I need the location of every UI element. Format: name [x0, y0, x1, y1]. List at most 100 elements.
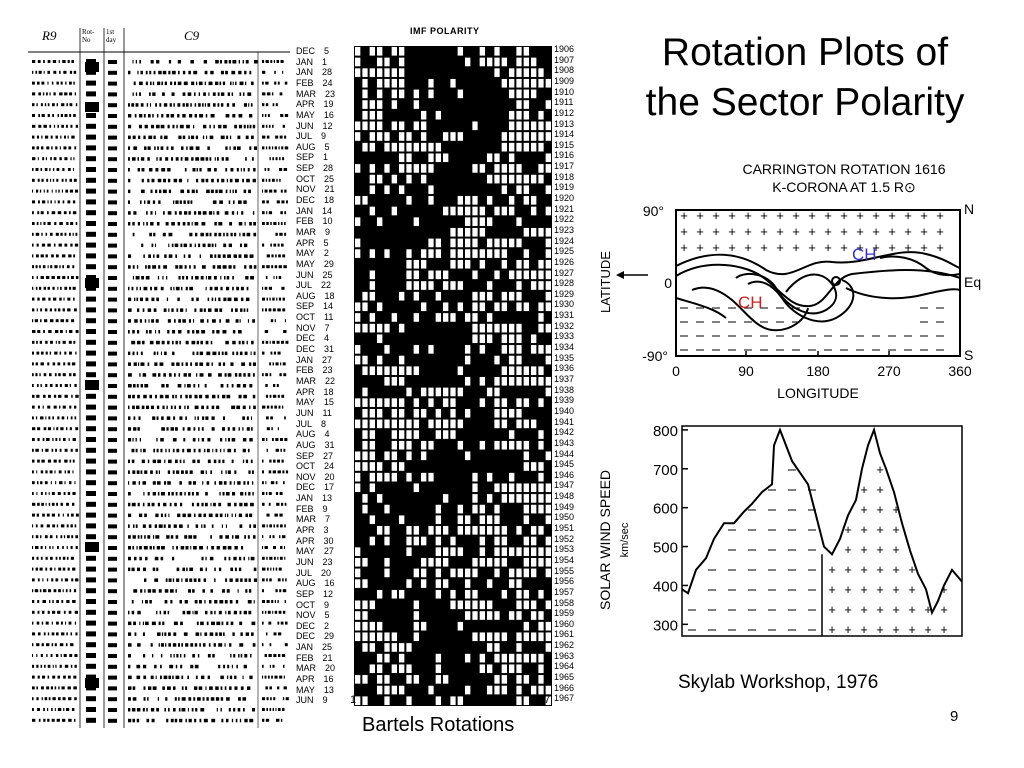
- svg-text:+: +: [856, 240, 864, 255]
- imf-year-label: 1960: [554, 618, 575, 629]
- imf-date-label: JAN 25: [296, 642, 333, 653]
- svg-text:+: +: [940, 602, 948, 617]
- imf-year-label: 1945: [554, 459, 575, 470]
- svg-text:+: +: [876, 482, 884, 497]
- speed-unit-label: km/sec: [619, 522, 631, 557]
- solar-wind-speed-plot: SOLAR WIND SPEED km/sec 300 400 500 600 700 8…: [597, 423, 963, 637]
- contour-line: [691, 286, 809, 332]
- svg-text:+: +: [908, 622, 916, 637]
- speed-tick-label: 300: [653, 617, 678, 634]
- imf-date-label: MAY 15: [296, 397, 334, 408]
- equator-label: Eq: [964, 274, 981, 290]
- imf-year-label: 1920: [554, 193, 575, 204]
- lon-tick-0: 0: [672, 363, 680, 379]
- imf-year-label: 1914: [554, 129, 575, 140]
- imf-date-label: NOV 7: [296, 322, 330, 333]
- svg-text:+: +: [876, 462, 884, 477]
- latitude-axis-label: LATITUDE: [598, 251, 613, 313]
- imf-year-label: 1940: [554, 405, 575, 416]
- imf-year-label: 1957: [554, 586, 575, 597]
- svg-text:+: +: [776, 224, 784, 239]
- imf-year-label: 1921: [554, 203, 575, 214]
- imf-date-label: APR 30: [296, 535, 334, 546]
- r9-header: R9: [42, 28, 57, 43]
- imf-year-label: 1966: [554, 682, 575, 693]
- imf-year-label: 1941: [554, 416, 575, 427]
- svg-text:+: +: [844, 622, 852, 637]
- imf-year-label: 1911: [554, 97, 574, 108]
- imf-year-label: 1932: [554, 320, 575, 331]
- svg-text:+: +: [680, 224, 688, 239]
- svg-text:+: +: [888, 224, 896, 239]
- svg-text:+: +: [892, 542, 900, 557]
- svg-text:+: +: [712, 224, 720, 239]
- imf-year-label: 1924: [554, 235, 575, 246]
- imf-year-label: 1949: [554, 501, 575, 512]
- svg-text:+: +: [904, 240, 912, 255]
- contour-line: [747, 279, 855, 323]
- imf-year-label: 1963: [554, 650, 575, 661]
- speed-tick-label: 700: [653, 462, 678, 479]
- imf-date-label: NOV 5: [296, 610, 330, 621]
- imf-date-label: MAY 2: [296, 248, 329, 259]
- imf-date-label: FEB 10: [296, 216, 333, 227]
- svg-text:+: +: [872, 240, 880, 255]
- imf-date-label: MAR 7: [296, 514, 331, 525]
- svg-text:+: +: [744, 208, 752, 223]
- imf-year-label: 1928: [554, 278, 575, 289]
- imf-date-label: FEB 21: [296, 652, 333, 663]
- imf-year-label: 1955: [554, 565, 575, 576]
- imf-year-label: 1944: [554, 448, 575, 459]
- imf-year-label: 1906: [554, 44, 575, 54]
- imf-year-label: 1953: [554, 544, 575, 555]
- svg-text:+: +: [892, 602, 900, 617]
- svg-text:+: +: [744, 224, 752, 239]
- svg-text:+: +: [844, 522, 852, 537]
- imf-date-label: FEB 9: [296, 503, 328, 514]
- north-label: N: [964, 201, 974, 217]
- lon-tick-270: 270: [877, 363, 901, 379]
- speed-curve: [681, 426, 963, 616]
- svg-text:+: +: [744, 240, 752, 255]
- lat-tick-0: 0: [664, 275, 672, 291]
- imf-date-label: APR 18: [296, 386, 334, 397]
- contour-line: [735, 272, 838, 315]
- imf-date-label: JUN 9: [296, 695, 328, 706]
- svg-text:+: +: [920, 240, 928, 255]
- imf-date-label: JUL 20: [296, 567, 332, 578]
- svg-text:+: +: [860, 602, 868, 617]
- svg-text:+: +: [760, 240, 768, 255]
- svg-text:+: +: [776, 240, 784, 255]
- imf-year-label: 1937: [554, 374, 575, 384]
- imf-year-label: 1952: [554, 533, 575, 544]
- speed-tick-label: 400: [653, 578, 678, 595]
- svg-text:+: +: [924, 602, 932, 617]
- left-arrow-icon: [616, 271, 648, 279]
- svg-text:+: +: [792, 208, 800, 223]
- imf-year-label: 1915: [554, 139, 575, 150]
- imf-year-label: 1927: [554, 267, 575, 278]
- imf-date-label: MAY 13: [296, 684, 334, 695]
- contour-line: [879, 255, 961, 277]
- imf-date-label: MAY 16: [296, 109, 334, 120]
- longitude-axis-label: LONGITUDE: [777, 385, 859, 401]
- imf-year-label: 1954: [554, 554, 575, 565]
- lon-tick-360: 360: [948, 363, 972, 379]
- svg-text:+: +: [712, 208, 720, 223]
- svg-text:+: +: [680, 208, 688, 223]
- imf-year-label: 1931: [554, 310, 575, 321]
- imf-date-label: JUL 22: [296, 280, 332, 291]
- contour-line: [675, 263, 961, 308]
- svg-text:+: +: [844, 562, 852, 577]
- imf-date-label: NOV 21: [296, 184, 335, 195]
- svg-text:+: +: [876, 502, 884, 517]
- imf-date-label: AUG 18: [296, 290, 335, 301]
- imf-year-label: 1947: [554, 480, 575, 491]
- svg-text:+: +: [888, 208, 896, 223]
- svg-text:+: +: [808, 208, 816, 223]
- imf-date-label: JUN 25: [296, 269, 333, 280]
- rot-no-header: Rot- No: [82, 28, 95, 44]
- imf-date-label: AUG 4: [296, 429, 330, 440]
- imf-polarity-chart: IMF POLARITY DEC 5 JAN 1 JAN 28 FEB 24 MAR 2…: [290, 26, 590, 712]
- imf-year-label: 1942: [554, 427, 575, 438]
